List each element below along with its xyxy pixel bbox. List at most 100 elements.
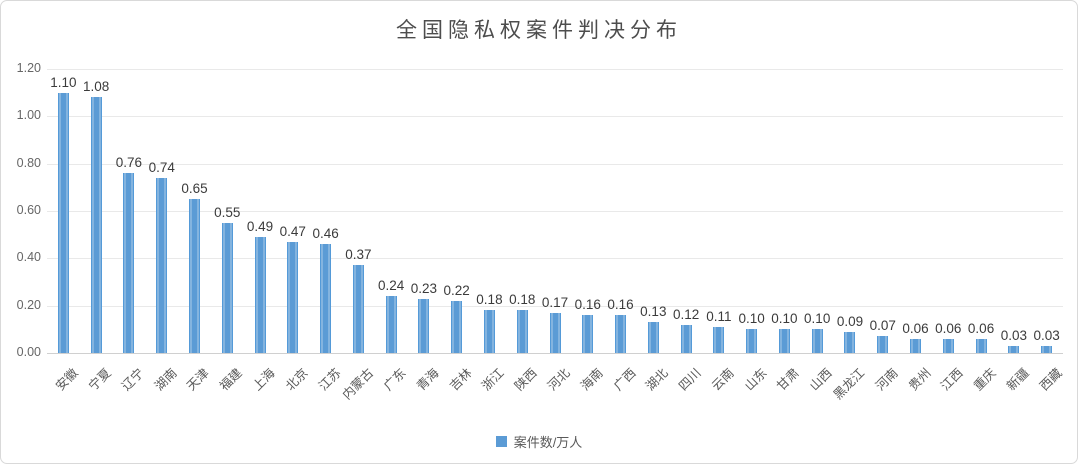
value-label: 0.10 [738,311,765,326]
value-label: 0.09 [836,314,864,329]
bar-北京 [287,242,299,353]
gridline [47,69,1063,70]
y-tick-label: 0.20 [16,297,41,312]
value-label: 0.49 [246,219,274,234]
value-label: 0.18 [476,292,503,307]
bar-江苏 [320,244,332,353]
x-tick-label: 甘肃 [774,365,803,394]
y-tick-label: 0.00 [16,345,41,359]
gridline [47,258,1063,260]
x-tick-label: 福建 [217,365,245,394]
gridline [47,211,1063,212]
x-tick-label: 广西 [610,365,639,394]
bar-甘肃 [778,329,790,353]
bar-重庆 [975,339,987,353]
y-tick-label: 0.40 [16,250,41,265]
bar-浙江 [483,310,495,353]
bar-河南 [877,336,889,353]
value-label: 0.17 [541,295,569,310]
y-axis-labels: 1.20 1.00 0.80 0.60 0.40 0.20 0.00 [1,61,41,359]
value-label: 0.13 [640,304,667,319]
bar-黑龙江 [844,332,856,353]
x-tick-label: 青海 [414,365,442,394]
value-label: 0.46 [312,226,339,241]
bar-福建 [221,223,233,353]
bar-四川 [680,325,692,353]
bar-辽宁 [123,173,135,353]
value-label: 0.10 [804,311,831,326]
bar-西藏 [1041,346,1053,353]
y-tick-label: 0.60 [16,203,41,217]
bar-宁夏 [90,97,102,353]
value-label: 0.07 [869,318,896,333]
value-label: 0.18 [509,292,536,307]
y-tick-label: 1.20 [16,61,41,75]
chart-title: 全国隐私权案件判决分布 [396,18,682,42]
x-tick-label: 河北 [545,365,573,394]
value-label: 0.55 [214,205,241,220]
legend-label: 案件数/万人 [513,435,583,450]
value-label: 0.76 [115,155,143,170]
value-label: 0.22 [443,283,470,298]
bar-广西 [615,315,627,353]
value-label: 0.23 [410,281,438,296]
bar-青海 [418,299,430,353]
x-tick-label: 江西 [938,365,967,394]
gridline [47,163,1063,165]
bar-吉林 [451,301,463,353]
value-label: 0.10 [771,311,798,326]
x-tick-label: 四川 [676,365,704,394]
bar-云南 [713,327,725,353]
value-label: 1.10 [50,75,77,90]
x-tick-label: 河南 [872,365,901,394]
bar-安徽 [57,93,69,353]
value-label: 0.16 [574,297,601,312]
x-tick-label: 辽宁 [119,365,147,394]
x-tick-label: 安徽 [53,365,82,394]
gridline [47,305,1063,307]
value-label: 0.24 [377,278,405,293]
value-label: 0.47 [279,224,306,239]
bar-湖南 [156,178,168,353]
bar-天津 [188,199,200,353]
x-tick-label: 湖南 [151,365,180,394]
value-label: 0.03 [1000,328,1027,343]
value-label: 0.06 [967,321,995,336]
value-label: 0.65 [181,181,208,196]
x-tick-label: 湖北 [643,365,672,394]
x-tick-label: 云南 [709,365,737,394]
x-tick-label: 内蒙古 [339,365,377,403]
x-tick-label: 陕西 [512,365,540,394]
x-tick-label: 北京 [282,365,311,394]
y-tick-label: 1.00 [16,108,41,123]
bar-新疆 [1008,346,1020,353]
bar-山东 [746,329,758,353]
value-label: 0.37 [345,247,372,262]
bar-广东 [385,296,397,353]
x-tick-label: 宁夏 [86,365,114,394]
value-label: 0.06 [935,321,962,336]
y-tick-label: 0.80 [16,155,41,170]
legend-marker-icon [495,436,507,447]
bar-江西 [942,339,954,353]
bar-贵州 [910,339,922,353]
value-label: 0.12 [672,307,700,322]
x-tick-label: 西藏 [1036,365,1065,394]
bar-陕西 [516,310,528,353]
x-tick-label: 上海 [250,365,278,394]
legend: 案件数/万人 [1,432,1077,451]
value-label: 0.16 [607,297,634,312]
x-tick-label: 山东 [741,365,770,394]
x-tick-label: 吉林 [446,365,475,394]
bar-山西 [811,329,823,353]
x-tick-label: 天津 [184,365,213,394]
x-tick-label: 广东 [381,365,409,394]
bar-内蒙古 [352,265,364,353]
bar-河北 [549,313,561,353]
bar-湖北 [647,322,659,353]
value-label: 0.06 [902,321,929,336]
x-tick-label: 黑龙江 [831,365,868,403]
x-tick-label: 浙江 [479,365,508,394]
value-label: 0.11 [706,309,732,324]
